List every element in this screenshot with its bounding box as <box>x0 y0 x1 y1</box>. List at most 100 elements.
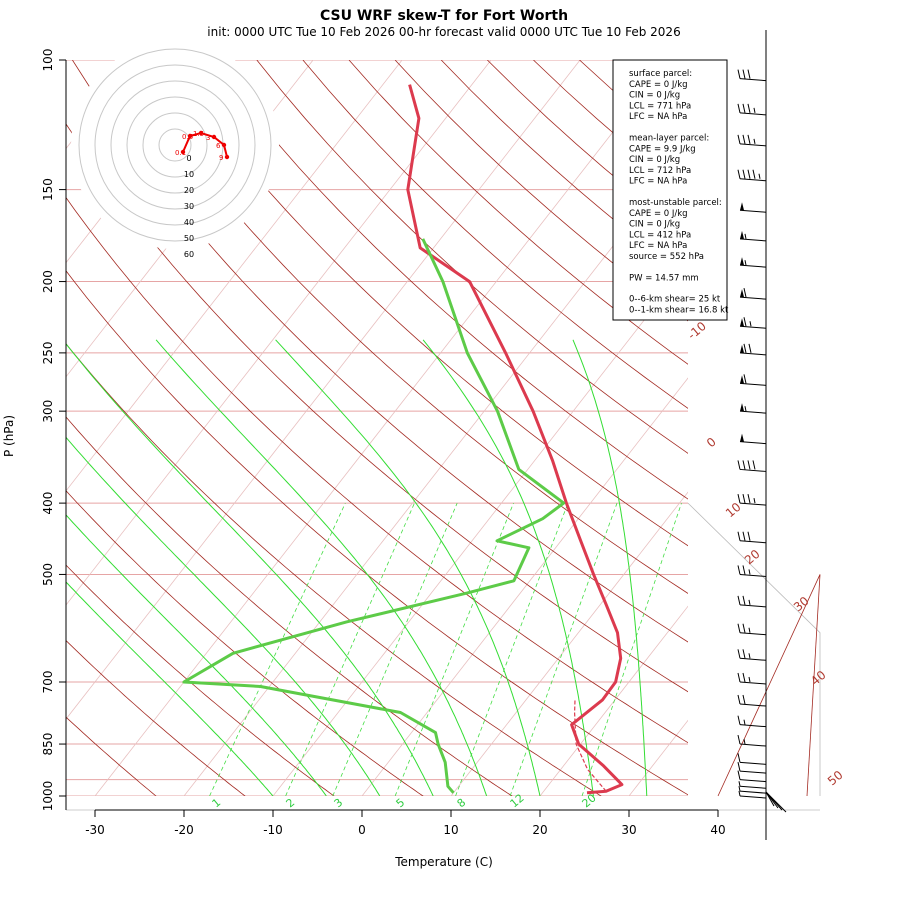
info-line: CIN = 0 J/kg <box>629 220 680 230</box>
hodograph-point <box>211 134 217 140</box>
moist-adiabat <box>275 339 541 796</box>
barb-flag <box>737 770 741 780</box>
barb-flag <box>747 531 751 541</box>
y-tick-label: 400 <box>41 492 55 515</box>
isotherm-line <box>66 60 403 492</box>
barb-shaft <box>739 573 767 577</box>
barb-halfflag <box>748 569 751 575</box>
info-line: LCL = 412 hPa <box>629 230 691 240</box>
barb-flag <box>737 69 741 79</box>
x-tick-label: -30 <box>85 823 105 837</box>
hodograph-point <box>198 130 204 136</box>
hodograph-point <box>221 142 227 148</box>
wind-barb <box>737 753 767 765</box>
axes: -30 -20 -10 0 10 20 30 401001502002503004005007… <box>41 49 726 837</box>
info-line: PW = 14.57 mm <box>629 273 699 283</box>
hodograph-point-label: 0.6 <box>182 133 194 141</box>
barb-flag <box>737 672 741 683</box>
wind-barb <box>737 694 767 707</box>
dry-adiabat <box>118 60 688 594</box>
y-tick-label: 300 <box>41 400 55 423</box>
barb-flag <box>743 343 747 353</box>
barb-shaft <box>739 502 767 506</box>
barb-flag <box>752 169 756 179</box>
dry-adiabat <box>66 270 688 796</box>
dry-adiabat <box>66 490 424 796</box>
barb-flag <box>747 103 751 114</box>
barb-flag <box>747 169 751 179</box>
mixing-ratio-line <box>581 502 682 796</box>
barb-flag <box>737 103 741 114</box>
barb-flag <box>743 288 747 298</box>
x-tick-label: 0 <box>358 823 366 837</box>
hodograph-ring-label: 50 <box>184 234 194 243</box>
hodograph-ring-label: 40 <box>184 218 194 227</box>
extended-boundary <box>687 502 821 796</box>
barb-halfflag <box>738 786 741 792</box>
moist-adiabat <box>155 339 488 796</box>
barb-flag <box>737 460 741 470</box>
wind-barb <box>739 230 767 242</box>
wind-barb <box>739 343 767 356</box>
dry-adiabat <box>66 564 335 796</box>
wind-barb <box>739 257 767 268</box>
temperature-profile <box>406 84 624 795</box>
wind-barb <box>737 715 767 728</box>
y-axis-label: P (hPa) <box>2 415 16 457</box>
info-line: LFC = NA hPa <box>629 241 687 251</box>
barb-pennant <box>740 344 744 353</box>
barb-shaft <box>739 657 767 661</box>
isotherm-line <box>450 491 688 796</box>
parcel-profile <box>574 699 607 792</box>
wind-barb <box>737 672 767 685</box>
info-line: most-unstable parcel: <box>629 198 722 208</box>
dry-adiabat <box>66 639 246 796</box>
mixing-ratio-line <box>455 502 569 796</box>
hodograph-ring-label: 10 <box>184 170 194 179</box>
hodograph-point <box>180 149 186 155</box>
wind-barb <box>737 169 767 182</box>
barb-halfflag <box>748 627 751 633</box>
barb-shaft <box>739 604 767 608</box>
dry-adiabat <box>66 123 688 693</box>
barb-shaft <box>739 785 767 789</box>
barb-flag <box>742 103 746 114</box>
isotherm-extended <box>717 574 821 797</box>
barb-flag <box>742 69 746 79</box>
barb-shaft <box>739 468 767 472</box>
barb-halfflag <box>743 738 746 745</box>
barb-flag <box>742 460 746 470</box>
wind-barb <box>737 649 767 661</box>
barb-shaft <box>739 790 767 794</box>
info-line: LCL = 712 hPa <box>629 166 691 176</box>
barb-shaft <box>739 441 767 445</box>
barb-flag <box>737 531 741 541</box>
wind-barb <box>737 494 767 506</box>
barb-shaft <box>739 703 767 707</box>
barb-pennant <box>740 375 744 384</box>
wind-barb <box>739 202 767 213</box>
barb-flag <box>747 494 751 504</box>
mixing-ratio-line <box>394 502 514 796</box>
barb-shaft <box>739 770 767 774</box>
y-tick-label: 100 <box>41 49 55 72</box>
barb-flag <box>737 169 741 179</box>
wind-barb <box>739 288 767 300</box>
barb-pennant <box>740 289 744 298</box>
wind-barb <box>737 531 767 544</box>
hodograph-ring <box>94 64 256 226</box>
hodograph-point-label: 1.5 <box>193 130 204 138</box>
dry-adiabat <box>66 416 513 796</box>
barb-halfflag <box>738 790 741 797</box>
hodograph-ring <box>158 128 192 162</box>
dry-adiabat <box>66 716 157 796</box>
barb-flag <box>742 623 746 633</box>
barb-shaft <box>739 325 767 329</box>
hodograph-ring-label: 0 <box>186 154 191 163</box>
wind-barb <box>738 790 767 799</box>
hodograph-ring <box>110 80 240 210</box>
hodograph-background <box>71 41 279 249</box>
barb-shaft <box>739 681 767 685</box>
